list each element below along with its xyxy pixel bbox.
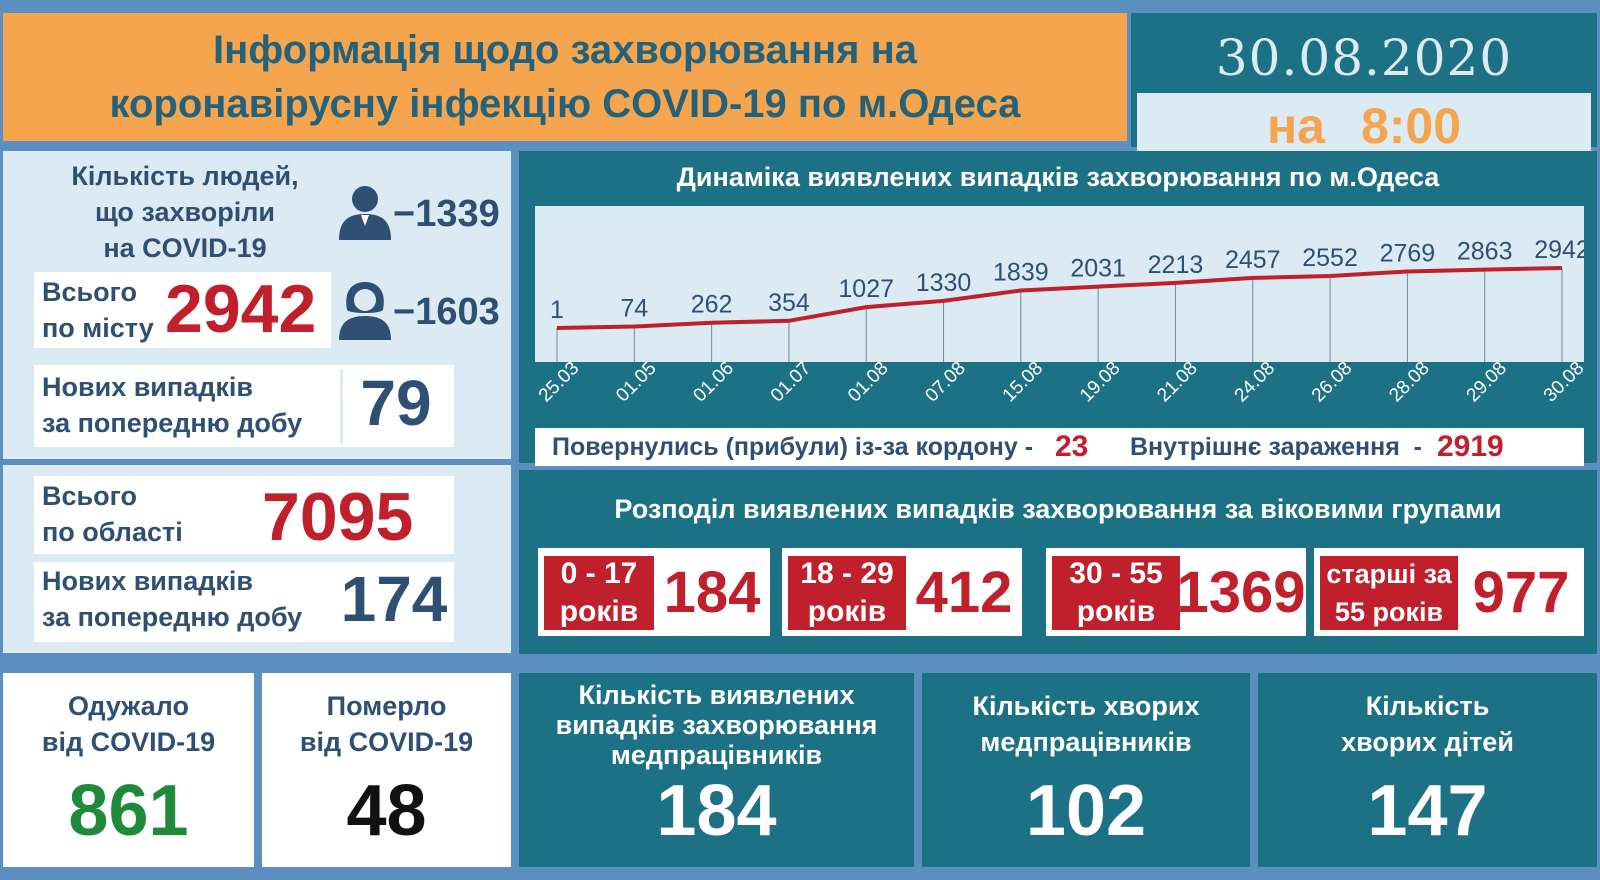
city-total-box xyxy=(34,272,331,348)
x-tick-25.03: 25.03 xyxy=(535,358,583,406)
region-new-label: Нових випадків за попередню добу xyxy=(42,566,303,632)
report-date: 30.08.2020 xyxy=(1215,29,1513,87)
died-panel xyxy=(262,673,511,867)
x-tick-28.08: 28.08 xyxy=(1385,358,1433,406)
data-label-28.08: 2769 xyxy=(1380,240,1436,268)
x-tick-29.08: 29.08 xyxy=(1463,358,1511,406)
data-label-25.03: 1 xyxy=(550,296,564,324)
report-time-box: на 8:00 xyxy=(1137,93,1591,159)
region-new-box xyxy=(34,562,454,642)
chart-plot-area xyxy=(535,206,1584,362)
children-label: Кількість хворих дітей xyxy=(1341,691,1514,757)
line-chart: 1 74 262 354 1027 1330 1839 2031 2213 2457 2552 276… xyxy=(535,206,1584,406)
recovered-value: 861 xyxy=(68,771,189,851)
died-value: 48 xyxy=(346,771,427,851)
series-line xyxy=(556,266,1563,330)
region-total-box xyxy=(34,476,454,554)
age-label-30-55: 30 - 55 років xyxy=(1052,556,1180,630)
x-tick-07.08: 07.08 xyxy=(921,358,969,406)
chart-data-labels: 1 74 262 354 1027 1330 1839 2031 2213 2457 2552 276… xyxy=(550,236,1584,324)
date-panel: 30.08.2020 на 8:00 xyxy=(1131,13,1597,159)
header-title-banner: Інформація щодо захворювання на коронаві… xyxy=(3,13,1127,141)
data-label-26.08: 2552 xyxy=(1302,244,1358,272)
medics-detected-value: 184 xyxy=(656,771,777,851)
city-new-label: Нових випадків за попередню добу xyxy=(42,372,303,438)
city-total-label: Всього по місту xyxy=(42,277,154,343)
region-total-label: Всього по області xyxy=(42,481,183,547)
data-label-07.08: 1330 xyxy=(916,269,972,297)
children-panel xyxy=(1258,673,1597,867)
city-new-box xyxy=(34,365,454,447)
x-tick-26.08: 26.08 xyxy=(1308,358,1356,406)
data-label-01.07: 354 xyxy=(768,289,810,317)
data-label-21.08: 2213 xyxy=(1148,251,1204,279)
data-label-01.06: 262 xyxy=(691,291,733,319)
city-total-value: 2942 xyxy=(165,271,317,347)
region-total-value: 7095 xyxy=(262,479,414,555)
data-label-01.05: 74 xyxy=(620,294,648,322)
x-tick-15.08: 15.08 xyxy=(999,358,1047,406)
sick-people-label: Кількість людей, що захворіли на COVID-1… xyxy=(71,161,299,263)
medics-detected-panel xyxy=(519,673,914,867)
man-icon xyxy=(339,186,391,240)
internal-value: 2919 xyxy=(1437,430,1504,463)
medics-detected-label: Кількість виявлених випадків захворюванн… xyxy=(555,680,878,770)
x-tick-01.05: 01.05 xyxy=(612,358,660,406)
medics-sick-value: 102 xyxy=(1025,771,1147,851)
returned-value: 23 xyxy=(1055,430,1089,463)
women-count: −1603 xyxy=(393,291,500,333)
x-tick-21.08: 21.08 xyxy=(1153,358,1201,406)
x-tick-19.08: 19.08 xyxy=(1076,358,1124,406)
page-title: Інформація щодо захворювання на коронаві… xyxy=(109,28,1021,126)
returned-label: Повернулись (прибули) із-за кордону - xyxy=(552,433,1034,461)
age-label-0-17: 0 - 17 років xyxy=(544,556,654,630)
age-value-18-29: 412 xyxy=(915,559,1013,625)
x-tick-01.06: 01.06 xyxy=(689,358,737,406)
data-label-01.08: 1027 xyxy=(838,275,894,303)
recovered-panel xyxy=(3,673,254,867)
origin-strip xyxy=(535,428,1584,466)
internal-label: Внутрішнє зараження - xyxy=(1130,433,1422,461)
age-label-55-plus: старші за 55 років xyxy=(1320,556,1458,630)
data-label-24.08: 2457 xyxy=(1225,246,1281,274)
x-tick-01.08: 01.08 xyxy=(844,358,892,406)
x-tick-30.08: 30.08 xyxy=(1540,358,1584,406)
chart-grid xyxy=(556,268,1563,362)
data-label-15.08: 1839 xyxy=(993,258,1049,286)
region-new-value: 174 xyxy=(340,563,448,635)
x-tick-24.08: 24.08 xyxy=(1231,358,1279,406)
died-label: Померло від COVID-19 xyxy=(299,691,474,757)
x-tick-01.07: 01.07 xyxy=(767,358,815,406)
data-label-29.08: 2863 xyxy=(1457,238,1513,266)
chart-x-ticks: 25.03 01.05 01.06 01.07 01.08 07.08 15.08 19.08… xyxy=(535,358,1584,406)
chart-title: Динаміка виявлених випадків захворювання… xyxy=(676,162,1440,192)
age-value-30-55: 1369 xyxy=(1176,559,1306,625)
age-label-18-29: 18 - 29 років xyxy=(788,556,906,630)
medics-sick-label: Кількість хворих медпрацівників xyxy=(972,691,1200,757)
report-time: 8:00 xyxy=(1360,98,1462,154)
woman-icon xyxy=(339,282,391,340)
medics-sick-panel xyxy=(922,673,1250,867)
men-count: −1339 xyxy=(393,193,500,235)
data-label-30.08: 2942 xyxy=(1534,236,1584,264)
city-new-value: 79 xyxy=(360,367,432,439)
data-label-19.08: 2031 xyxy=(1070,255,1126,283)
time-prefix: на xyxy=(1266,98,1325,154)
city-new-divider xyxy=(340,369,452,444)
recovered-label: Одужало від COVID-19 xyxy=(41,691,216,757)
children-value: 147 xyxy=(1367,771,1488,851)
age-value-0-17: 184 xyxy=(663,559,761,625)
age-value-55-plus: 977 xyxy=(1472,559,1570,625)
age-title: Розподіл виявлених випадків захворювання… xyxy=(614,494,1502,524)
